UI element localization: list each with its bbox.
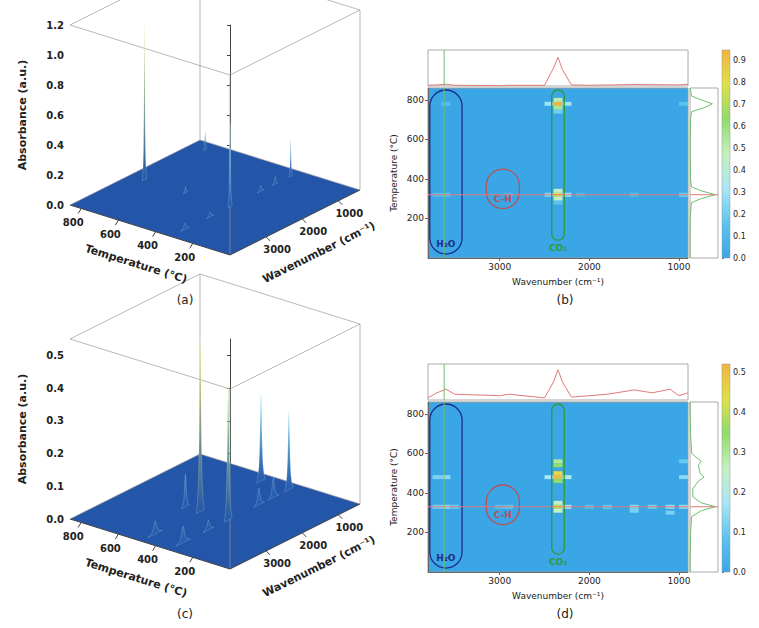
svg-text:1000: 1000 xyxy=(668,262,691,272)
svg-text:0.3: 0.3 xyxy=(733,188,746,197)
svg-text:0.2: 0.2 xyxy=(46,170,64,181)
svg-text:200: 200 xyxy=(407,527,424,537)
svg-text:Absorbance (a.u.): Absorbance (a.u.) xyxy=(16,60,29,171)
svg-text:3000: 3000 xyxy=(488,576,511,586)
svg-text:0.0: 0.0 xyxy=(733,568,746,577)
svg-text:Wavenumber (cm⁻¹): Wavenumber (cm⁻¹) xyxy=(512,591,604,601)
svg-text:(c): (c) xyxy=(177,607,193,621)
svg-text:200: 200 xyxy=(174,566,195,577)
svg-text:200: 200 xyxy=(174,252,195,263)
svg-text:Temperature (°C): Temperature (°C) xyxy=(83,556,188,600)
svg-text:600: 600 xyxy=(100,229,121,240)
svg-text:CO₂: CO₂ xyxy=(549,557,567,567)
svg-text:0.0: 0.0 xyxy=(46,200,64,211)
svg-text:0.0: 0.0 xyxy=(46,514,64,525)
svg-text:0.9: 0.9 xyxy=(733,56,746,65)
svg-text:400: 400 xyxy=(407,174,424,184)
svg-text:0.3: 0.3 xyxy=(733,448,746,457)
svg-text:2000: 2000 xyxy=(299,226,327,237)
svg-text:600: 600 xyxy=(407,134,424,144)
svg-text:2000: 2000 xyxy=(299,540,327,551)
svg-text:1.0: 1.0 xyxy=(46,50,64,61)
svg-text:0.2: 0.2 xyxy=(733,210,746,219)
svg-text:CO₂: CO₂ xyxy=(549,243,567,253)
svg-text:(d): (d) xyxy=(557,607,574,621)
svg-text:0.3: 0.3 xyxy=(46,415,64,426)
svg-text:Temperature (°C): Temperature (°C) xyxy=(389,448,399,527)
svg-text:600: 600 xyxy=(100,543,121,554)
svg-text:0.8: 0.8 xyxy=(733,78,746,87)
svg-text:0.2: 0.2 xyxy=(733,488,746,497)
svg-text:200: 200 xyxy=(407,213,424,223)
svg-text:0.5: 0.5 xyxy=(733,368,746,377)
svg-text:1000: 1000 xyxy=(335,522,363,533)
svg-text:0.6: 0.6 xyxy=(733,122,746,131)
svg-text:0.4: 0.4 xyxy=(733,408,746,417)
svg-text:0.0: 0.0 xyxy=(733,254,746,263)
svg-text:0.5: 0.5 xyxy=(733,144,746,153)
svg-text:3000: 3000 xyxy=(263,558,291,569)
svg-text:C-H: C-H xyxy=(494,510,512,520)
svg-text:2000: 2000 xyxy=(578,262,601,272)
svg-text:0.5: 0.5 xyxy=(46,350,64,361)
svg-text:Absorbance (a.u.): Absorbance (a.u.) xyxy=(16,374,29,485)
svg-text:0.8: 0.8 xyxy=(46,80,64,91)
svg-text:Wavenumber (cm⁻¹): Wavenumber (cm⁻¹) xyxy=(512,277,604,287)
svg-text:(b): (b) xyxy=(557,293,574,307)
svg-text:800: 800 xyxy=(63,217,84,228)
svg-text:400: 400 xyxy=(137,554,158,565)
svg-text:0.6: 0.6 xyxy=(46,110,64,121)
svg-text:Wavenumber (cm⁻¹): Wavenumber (cm⁻¹) xyxy=(261,533,378,600)
svg-text:0.4: 0.4 xyxy=(46,383,64,394)
svg-text:Temperature (°C): Temperature (°C) xyxy=(83,242,188,286)
svg-text:1000: 1000 xyxy=(335,208,363,219)
svg-text:0.4: 0.4 xyxy=(733,166,746,175)
svg-text:0.4: 0.4 xyxy=(46,140,64,151)
svg-text:Temperature (°C): Temperature (°C) xyxy=(389,134,399,213)
svg-text:400: 400 xyxy=(407,488,424,498)
svg-text:2000: 2000 xyxy=(578,576,601,586)
svg-text:0.2: 0.2 xyxy=(46,448,64,459)
svg-text:Wavenumber (cm⁻¹): Wavenumber (cm⁻¹) xyxy=(261,219,378,286)
svg-text:3000: 3000 xyxy=(263,244,291,255)
svg-text:(a): (a) xyxy=(177,293,194,307)
svg-text:0.1: 0.1 xyxy=(733,528,746,537)
svg-text:0.1: 0.1 xyxy=(46,481,64,492)
svg-text:C-H: C-H xyxy=(493,193,512,204)
svg-text:800: 800 xyxy=(63,531,84,542)
svg-text:600: 600 xyxy=(407,448,424,458)
svg-text:1000: 1000 xyxy=(668,576,691,586)
svg-text:400: 400 xyxy=(137,240,158,251)
svg-text:H₂O: H₂O xyxy=(436,553,455,563)
svg-text:1.2: 1.2 xyxy=(46,20,64,31)
svg-text:0.7: 0.7 xyxy=(733,100,746,109)
svg-text:0.1: 0.1 xyxy=(733,232,746,241)
svg-text:H₂O: H₂O xyxy=(436,239,455,249)
svg-text:3000: 3000 xyxy=(488,262,511,272)
svg-text:800: 800 xyxy=(407,409,424,419)
svg-text:800: 800 xyxy=(407,95,424,105)
